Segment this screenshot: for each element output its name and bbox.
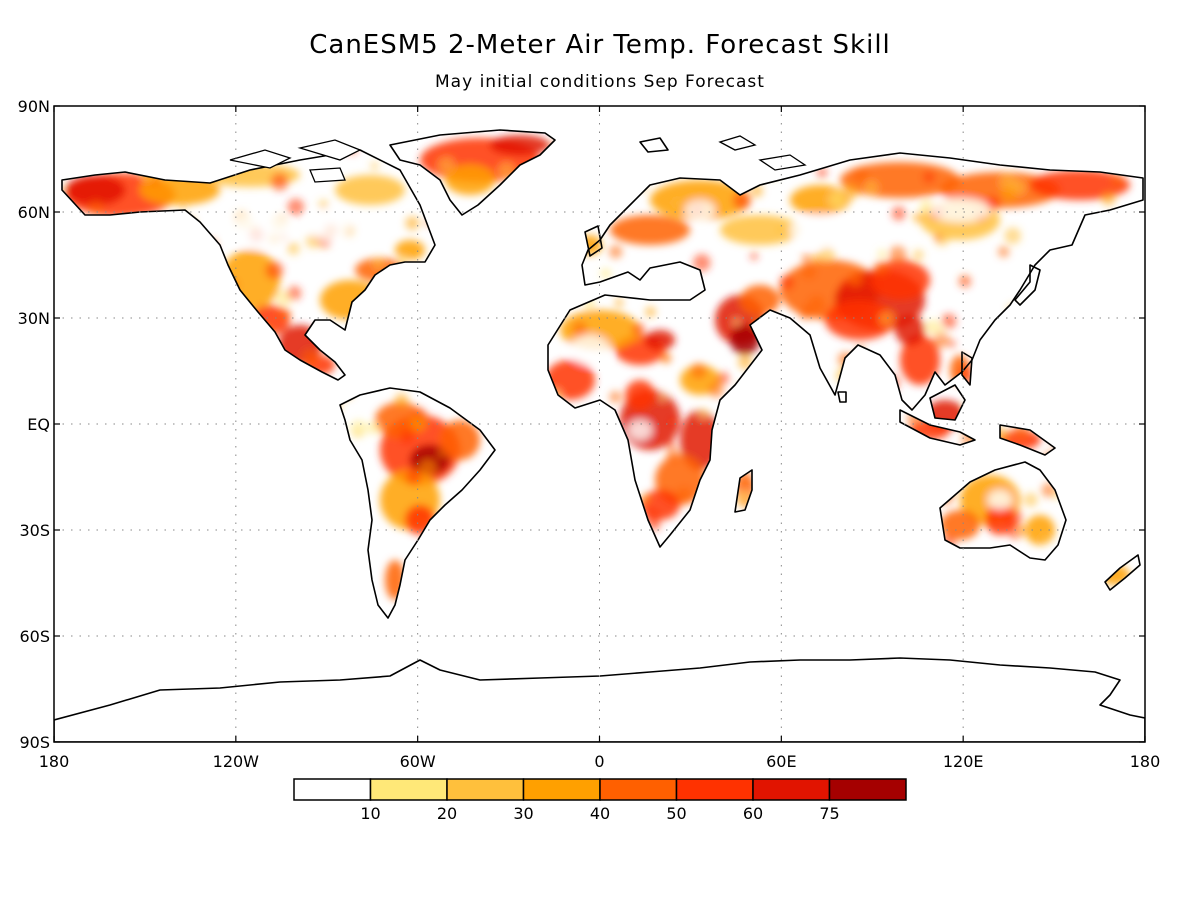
- lon-tick-label: 60E: [766, 752, 796, 771]
- map-title: CanESM5 2-Meter Air Temp. Forecast Skill: [309, 30, 891, 60]
- coastline-antarctica: [54, 657, 1145, 742]
- colorbar-box: [446, 778, 525, 801]
- colorbar: 10 20 30 40 50 60 75: [293, 778, 907, 823]
- colorbar-label: 10: [360, 804, 380, 823]
- colorbar-label: 20: [437, 804, 457, 823]
- colorbar-box: [293, 778, 372, 801]
- coastline-island: [297, 139, 362, 161]
- lon-tick-label: 0: [594, 752, 604, 771]
- coastline-indonesia: [899, 409, 976, 446]
- coastline-japan: [1014, 264, 1041, 306]
- lon-tick-label: 180: [1130, 752, 1161, 771]
- coastline-island: [758, 154, 807, 171]
- lat-tick-label: 30N: [18, 309, 50, 328]
- coastline-borneo: [929, 384, 966, 421]
- colorbar-box: [828, 778, 907, 801]
- coastline-new-zealand: [1104, 554, 1141, 591]
- lon-tick-label: 180: [39, 752, 70, 771]
- colorbar-box: [675, 778, 754, 801]
- lon-tick-label: 120E: [943, 752, 984, 771]
- colorbar-box: [522, 778, 601, 801]
- colorbar-box: [369, 778, 448, 801]
- coastline-philippines: [961, 351, 973, 386]
- map-subtitle: May initial conditions Sep Forecast: [435, 72, 765, 92]
- colorbar-label: 40: [590, 804, 610, 823]
- latitude-axis: 90N 60N 30N EQ 30S 60S 90S: [18, 97, 1145, 752]
- colorbar-label: 75: [819, 804, 839, 823]
- gridlines: [54, 106, 1145, 742]
- colorbar-label: 30: [513, 804, 533, 823]
- coastline-south-america: [339, 387, 496, 619]
- lat-tick-label: EQ: [27, 415, 50, 434]
- colorbar-label: 60: [743, 804, 763, 823]
- lat-tick-label: 60N: [18, 203, 50, 222]
- coastline-island: [718, 135, 757, 151]
- lat-tick-label: 90S: [19, 733, 50, 752]
- longitude-axis: 180 120W 60W 0 60E 120E 180: [39, 106, 1161, 771]
- land-antarctica: [54, 658, 1145, 742]
- lon-tick-label: 120W: [213, 752, 260, 771]
- coastlines: [54, 129, 1145, 742]
- coastline-africa-eurasia: [547, 152, 1144, 548]
- coastline-svalbard: [639, 137, 669, 153]
- coastline-greenland: [389, 129, 556, 216]
- lat-tick-label: 60S: [19, 627, 50, 646]
- coastline-new-guinea: [999, 424, 1056, 456]
- lat-tick-label: 30S: [19, 521, 50, 540]
- coastline-island: [309, 167, 346, 183]
- coastline-australia: [939, 461, 1067, 561]
- coastline-madagascar: [734, 469, 753, 513]
- land-svalbard: [640, 138, 668, 152]
- colorbar-box: [752, 778, 831, 801]
- colorbar-box: [599, 778, 678, 801]
- lon-tick-label: 60W: [400, 752, 436, 771]
- colorbar-label: 50: [666, 804, 686, 823]
- coastline-sri-lanka: [837, 391, 847, 403]
- map-area: [54, 106, 1145, 742]
- coastline-great-britain: [584, 225, 603, 257]
- lat-tick-label: 90N: [18, 97, 50, 116]
- coastline-island: [229, 149, 292, 169]
